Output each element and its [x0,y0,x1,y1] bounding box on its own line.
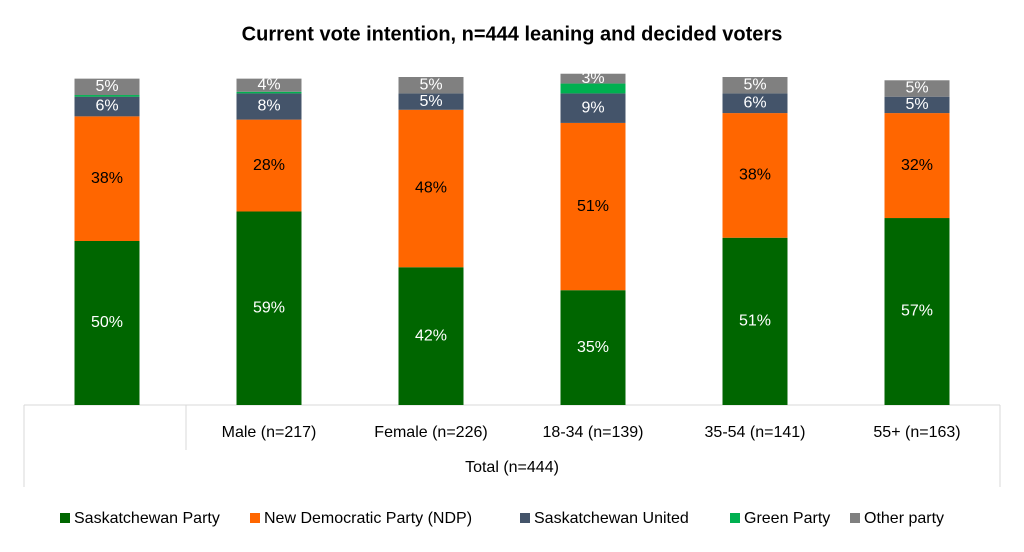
data-label: 50% [91,314,123,331]
legend-swatch [850,513,860,523]
bar-segment [722,93,788,114]
data-label: 5% [95,78,118,95]
legend-label: New Democratic Party (NDP) [264,510,472,527]
bar-segment [236,119,302,212]
legend-label: Other party [864,510,944,527]
bar-segment [398,109,464,268]
bar-segment [560,122,626,291]
data-label: 5% [743,76,766,93]
bar-segment [884,218,950,405]
bar-segment [236,78,302,92]
category-group-label: Total (n=444) [465,459,559,476]
x-tick-label: 35-54 (n=141) [705,424,806,441]
bar-segment [74,116,140,241]
data-label: 6% [95,98,118,115]
data-label: 5% [905,96,928,113]
data-label: 59% [253,299,285,316]
data-label: 9% [581,99,604,116]
bar-segment [74,78,140,96]
data-label: 38% [91,170,123,187]
legend-label: Saskatchewan Party [74,510,220,527]
data-label: 28% [253,157,285,174]
data-label: 4% [257,76,280,93]
bar-segment [74,95,140,97]
legend-swatch [520,513,530,523]
bar-segment [722,113,788,238]
legend-swatch [250,513,260,523]
bar-segment [398,77,464,94]
data-label: 51% [739,313,771,330]
bar-segment [398,267,464,405]
legend-swatch [730,513,740,523]
legend-swatch [60,513,70,523]
data-label: 51% [577,198,609,215]
data-label: 38% [739,167,771,184]
bar-segment [74,241,140,405]
bar-segment [236,93,302,120]
legend-label: Green Party [744,510,830,527]
bar-segment [560,290,626,405]
data-label: 5% [905,80,928,97]
data-label: 32% [901,157,933,174]
legend-label: Saskatchewan United [534,510,689,527]
chart-title: Current vote intention, n=444 leaning an… [242,23,783,45]
bar-segment [884,96,950,114]
data-label: 5% [419,76,442,93]
x-tick-label: Female (n=226) [374,424,487,441]
data-label: 6% [743,94,766,111]
x-tick-label: Male (n=217) [222,424,317,441]
bar-segment [884,80,950,97]
bar-segment [236,211,302,405]
bar-segment [560,93,626,123]
bar-segment [884,113,950,219]
data-label: 48% [415,180,447,197]
bar-segment [560,83,626,94]
x-tick-label: 55+ (n=163) [873,424,960,441]
data-label: 42% [415,327,447,344]
bar-segment [560,73,626,84]
data-label: 3% [581,70,604,87]
bar-segment [398,93,464,110]
data-label: 57% [901,303,933,320]
x-tick-label: 18-34 (n=139) [543,424,644,441]
data-label: 8% [257,98,280,115]
data-label: 5% [419,93,442,110]
bar-segment [722,237,788,405]
bar-segment [74,96,140,117]
bar-segment [236,91,302,94]
data-label: 35% [577,339,609,356]
bar-segment [722,77,788,94]
